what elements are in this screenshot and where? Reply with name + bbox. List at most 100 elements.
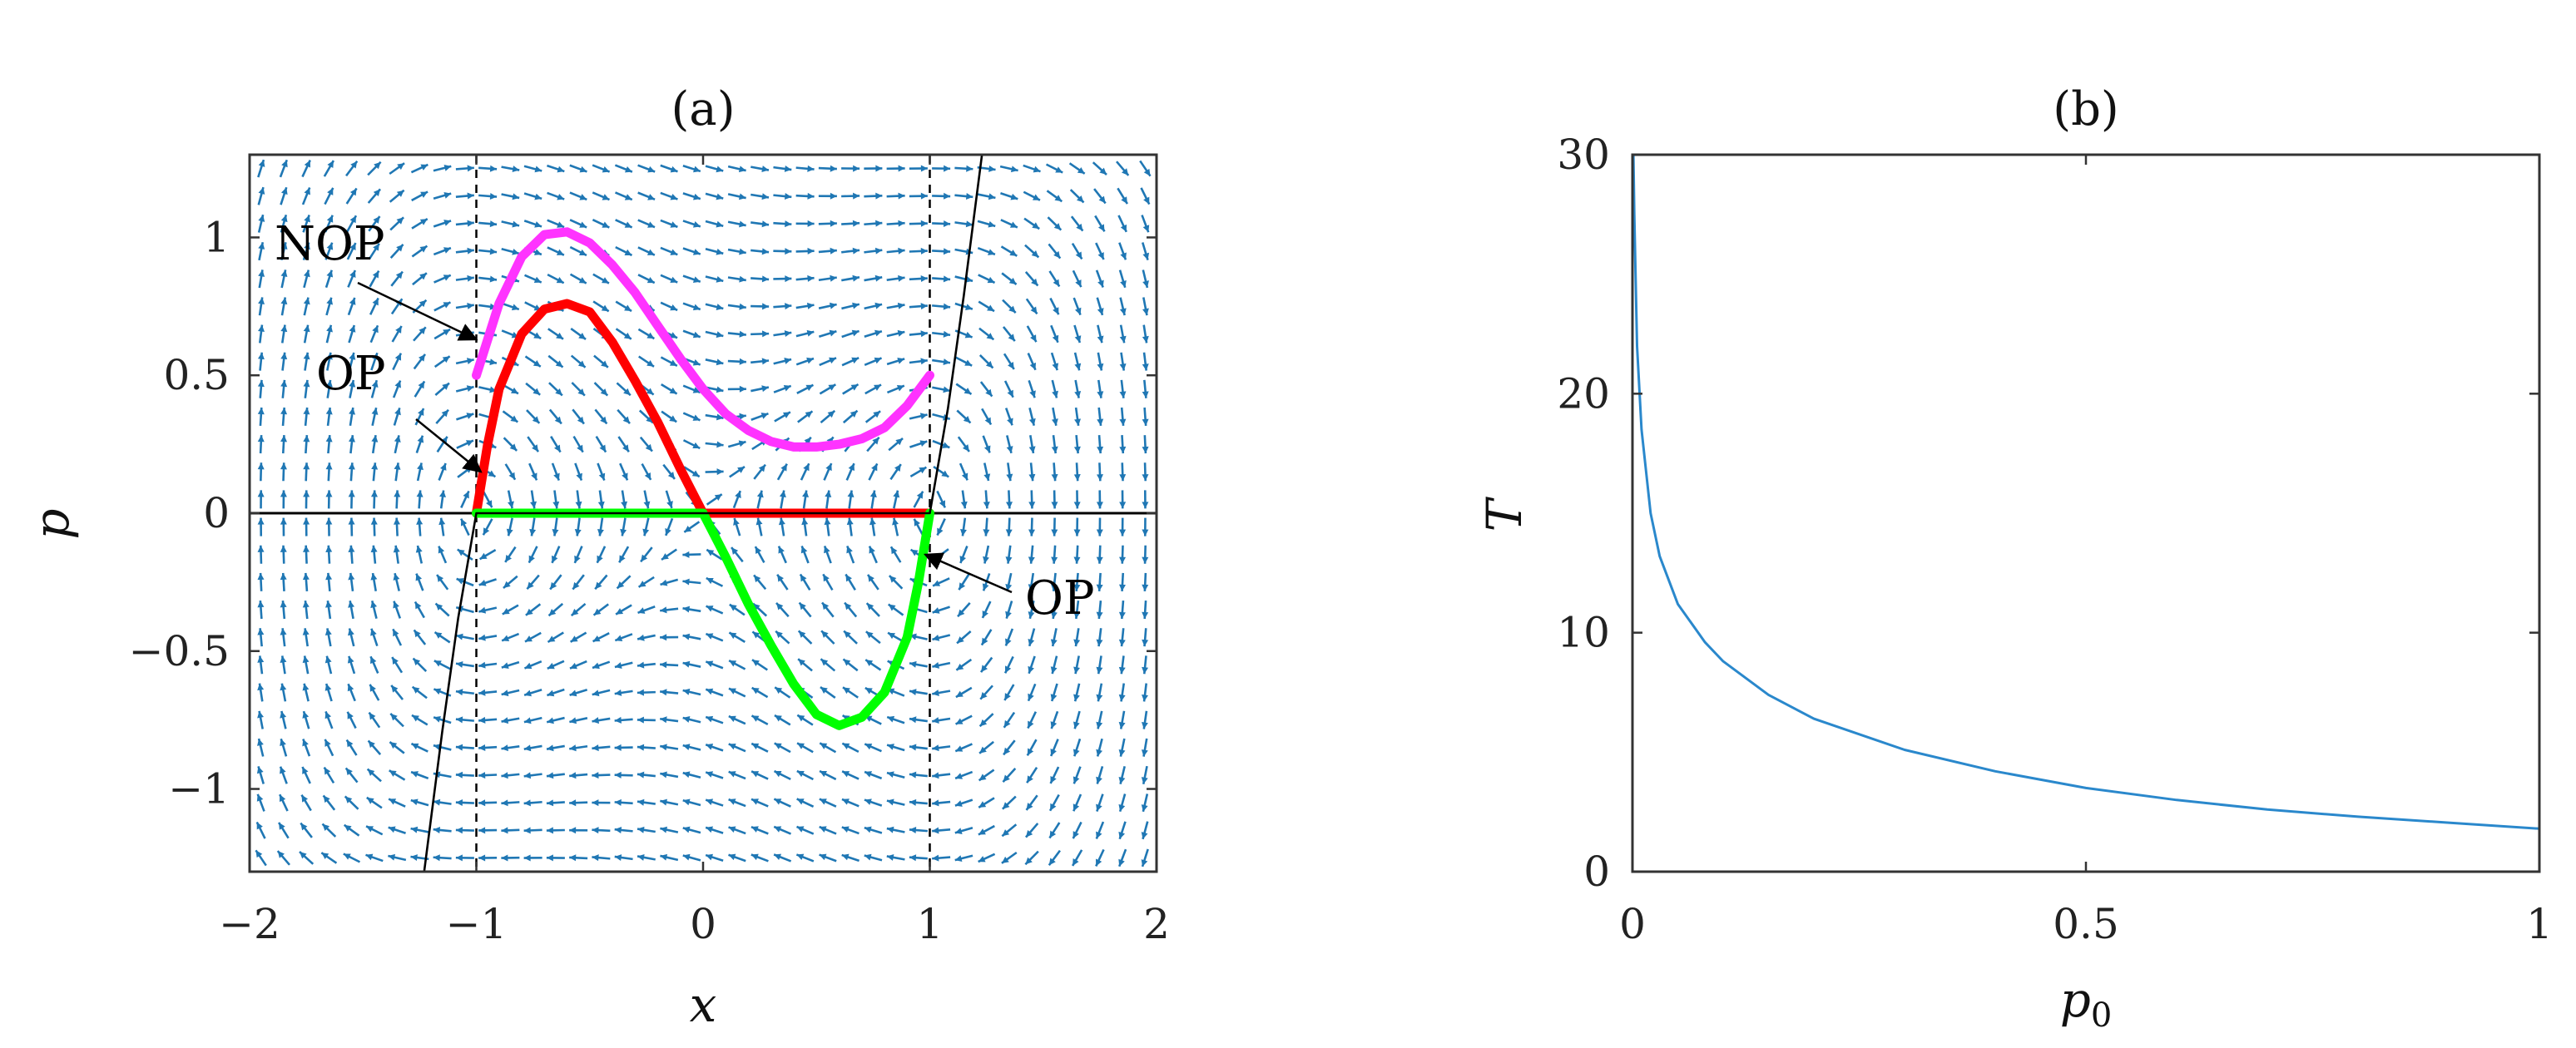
vector-arrow-head bbox=[914, 518, 920, 526]
vector-arrow-head bbox=[614, 662, 622, 669]
vector-arrow-head bbox=[325, 408, 333, 415]
vector-arrow-head bbox=[418, 381, 425, 389]
vector-arrow-head bbox=[739, 330, 746, 338]
vector-arrow-head bbox=[830, 165, 837, 172]
y-tick-label-b: 30 bbox=[1557, 131, 1610, 179]
vector-arrow-head bbox=[411, 771, 419, 778]
vector-arrow-head bbox=[798, 659, 805, 666]
vector-arrow-head bbox=[277, 851, 285, 858]
series-line-b-0 bbox=[1632, 155, 2539, 830]
vector-arrow-head bbox=[1007, 389, 1013, 398]
vector-arrow-head bbox=[349, 324, 356, 333]
vector-arrow-head bbox=[1141, 859, 1148, 867]
vector-arrow-head bbox=[554, 444, 561, 452]
vector-field bbox=[255, 159, 1152, 868]
vector-arrow-head bbox=[501, 690, 509, 697]
vector-arrow-head bbox=[819, 826, 827, 833]
vector-arrow-head bbox=[348, 517, 355, 525]
vector-arrow-head bbox=[825, 490, 832, 497]
vector-arrow-head bbox=[1030, 334, 1037, 343]
vector-arrow-head bbox=[1007, 418, 1013, 426]
vector-arrow-head bbox=[823, 574, 830, 582]
vector-arrow-head bbox=[852, 247, 860, 255]
vector-arrow-head bbox=[1050, 721, 1058, 729]
vector-arrow-head bbox=[909, 689, 917, 695]
vector-arrow-head bbox=[875, 220, 883, 227]
vector-arrow-head bbox=[391, 685, 399, 693]
vector-arrow-head bbox=[1142, 529, 1149, 536]
vector-arrow-head bbox=[874, 274, 883, 282]
vector-arrow-head bbox=[624, 304, 632, 312]
vector-arrow-head bbox=[646, 249, 655, 255]
vector-arrow-head bbox=[534, 166, 542, 173]
vector-arrow-head bbox=[257, 601, 265, 608]
vector-arrow-head bbox=[797, 714, 805, 722]
vector-arrow-head bbox=[751, 660, 760, 667]
vector-arrow-head bbox=[418, 408, 424, 416]
vector-arrow-head bbox=[806, 357, 814, 364]
vector-arrow-head bbox=[597, 501, 605, 509]
series-line-a-3 bbox=[423, 155, 983, 872]
vector-arrow-head bbox=[326, 297, 334, 305]
vector-arrow-head bbox=[258, 160, 265, 167]
vector-arrow-head bbox=[1008, 305, 1016, 314]
vector-arrow-head bbox=[1142, 502, 1149, 509]
vector-arrow-head bbox=[371, 380, 379, 388]
vector-arrow-head bbox=[984, 417, 992, 425]
vector-arrow-head bbox=[372, 298, 379, 306]
vector-arrow-head bbox=[570, 635, 578, 642]
vector-arrow-head bbox=[546, 772, 554, 779]
vector-arrow-head bbox=[1142, 611, 1149, 620]
vector-arrow-head bbox=[1073, 721, 1080, 729]
vector-arrow-head bbox=[1142, 584, 1149, 591]
vector-arrow-head bbox=[909, 744, 917, 751]
vector-arrow-head bbox=[465, 440, 473, 447]
series-group-a bbox=[423, 155, 983, 872]
vector-arrow-head bbox=[670, 332, 678, 339]
vector-arrow-head bbox=[637, 798, 645, 806]
vector-arrow-head bbox=[533, 249, 542, 255]
vector-arrow-head bbox=[304, 187, 310, 195]
vector-arrow-head bbox=[890, 546, 898, 555]
vector-arrow-head bbox=[647, 166, 656, 173]
vector-arrow-head bbox=[1008, 362, 1014, 369]
vector-arrow-head bbox=[532, 444, 538, 452]
vector-arrow-head bbox=[602, 194, 610, 200]
vector-arrow-head bbox=[954, 828, 963, 834]
vector-arrow-head bbox=[692, 414, 701, 421]
vector-arrow-head bbox=[751, 715, 760, 722]
vector-arrow-head bbox=[761, 275, 770, 283]
vector-arrow-head bbox=[644, 472, 651, 480]
vector-arrow-head bbox=[714, 494, 722, 501]
vector-arrow-head bbox=[887, 744, 894, 750]
vector-arrow-head bbox=[784, 193, 792, 200]
vector-arrow-head bbox=[569, 744, 577, 752]
vector-arrow-head bbox=[1073, 749, 1080, 757]
vector-arrow-head bbox=[871, 463, 878, 472]
vector-arrow-head bbox=[456, 633, 463, 640]
vector-arrow-head bbox=[1029, 390, 1036, 398]
vector-arrow-head bbox=[785, 220, 792, 228]
vector-arrow-head bbox=[1074, 307, 1082, 315]
vector-arrow-head bbox=[1009, 221, 1018, 228]
vector-arrow-head bbox=[503, 581, 511, 588]
series-group-b bbox=[1632, 155, 2539, 830]
vector-arrow-head bbox=[637, 689, 645, 696]
vector-arrow-head bbox=[739, 358, 746, 365]
vector-arrow-head bbox=[532, 416, 540, 423]
vector-arrow-head bbox=[985, 388, 993, 397]
vector-arrow-head bbox=[1142, 252, 1150, 260]
vector-arrow-head bbox=[534, 193, 542, 200]
vector-arrow-head bbox=[280, 766, 286, 774]
vector-arrow-head bbox=[716, 248, 724, 255]
vector-arrow-head bbox=[852, 302, 859, 309]
vector-arrow-head bbox=[257, 572, 265, 581]
vector-arrow-head bbox=[577, 444, 583, 452]
vector-arrow-head bbox=[706, 577, 714, 585]
vector-arrow-head bbox=[302, 711, 310, 719]
vector-arrow-head bbox=[1118, 749, 1126, 757]
vector-arrow-head bbox=[348, 545, 355, 553]
vector-arrow-head bbox=[388, 853, 396, 861]
vector-arrow-head bbox=[489, 358, 497, 366]
